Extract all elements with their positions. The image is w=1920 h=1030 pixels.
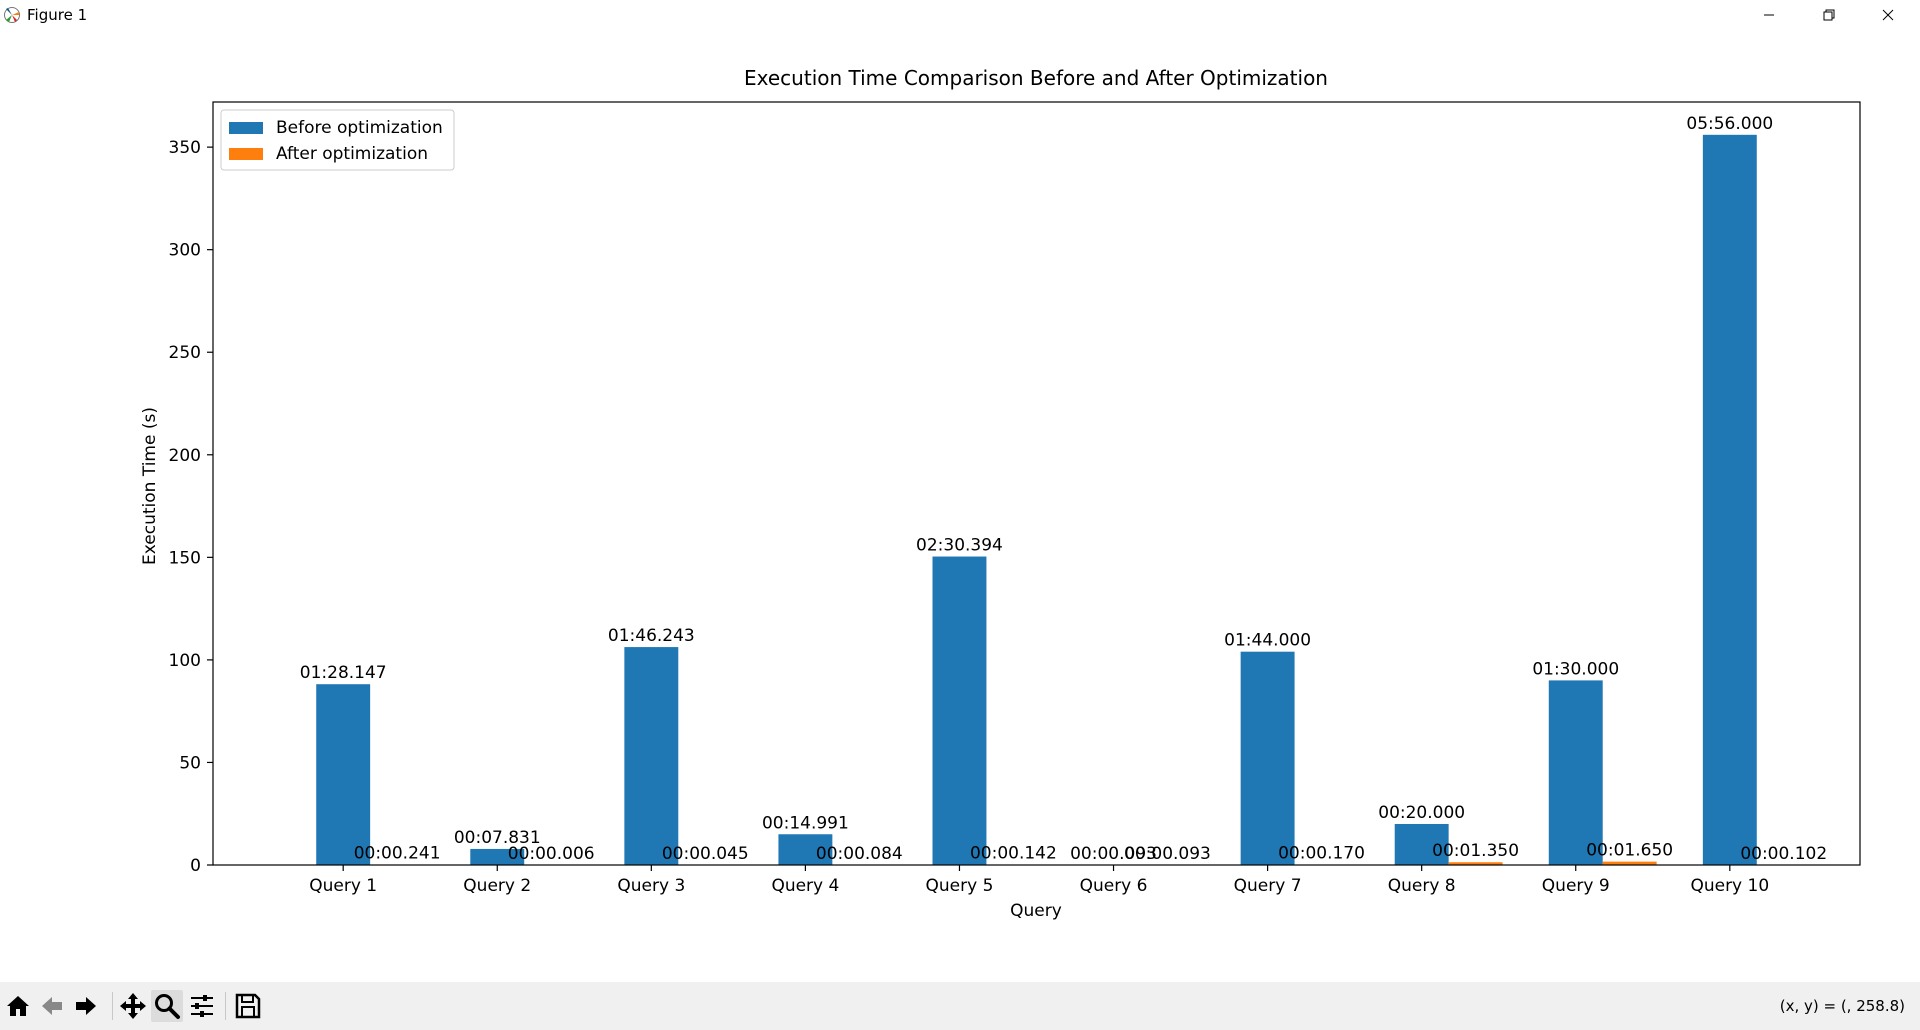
bar-value-label: 00:07.831	[454, 828, 541, 848]
x-tick-label: Query 2	[463, 876, 531, 896]
x-tick-label: Query 1	[309, 876, 377, 896]
home-button[interactable]	[2, 990, 34, 1022]
bar-after	[1602, 861, 1657, 865]
back-icon	[42, 997, 62, 1015]
bar-before	[624, 647, 679, 865]
bar-value-label: 00:00.170	[1278, 844, 1365, 864]
y-tick-label: 0	[190, 856, 201, 876]
back-button[interactable]	[36, 990, 68, 1022]
bar-value-label: 01:28.147	[300, 663, 387, 683]
y-tick-label: 350	[169, 138, 201, 158]
bar-value-label: 02:30.394	[916, 536, 1003, 556]
cursor-coordinates: (x, y) = (, 258.8)	[1779, 997, 1905, 1015]
forward-button[interactable]	[70, 990, 102, 1022]
x-tick-label: Query 10	[1690, 876, 1769, 896]
bar-chart: Execution Time Comparison Before and Aft…	[140, 66, 1861, 921]
matplotlib-logo-icon	[4, 7, 20, 23]
bar-before	[316, 684, 371, 865]
figure-canvas[interactable]: Execution Time Comparison Before and Aft…	[0, 30, 1920, 982]
legend: Before optimization After optimization	[220, 109, 455, 171]
title-bar: Figure 1	[0, 0, 1920, 30]
toolbar-separator	[225, 992, 226, 1020]
bar-value-label: 00:00.093	[1070, 844, 1157, 864]
bar-value-label: 01:30.000	[1532, 659, 1619, 679]
bar-value-label: 00:00.241	[354, 844, 441, 864]
x-tick-label: Query 5	[926, 876, 994, 896]
legend-entry: After optimization	[276, 144, 428, 164]
x-tick-label: Query 9	[1542, 876, 1610, 896]
x-tick-label: Query 6	[1080, 876, 1148, 896]
y-axis-label: Execution Time (s)	[140, 407, 160, 565]
minimize-button[interactable]	[1741, 0, 1797, 30]
bar-value-label: 01:44.000	[1224, 631, 1311, 651]
bar-value-label: 00:00.102	[1740, 844, 1827, 864]
plot-frame	[212, 101, 1861, 866]
y-tick-label: 300	[169, 241, 201, 261]
bar-before	[1394, 823, 1449, 865]
zoom-icon	[155, 994, 180, 1019]
restore-button[interactable]	[1801, 0, 1857, 30]
bar-before	[470, 848, 525, 865]
bar-value-label: 00:00.084	[816, 844, 903, 864]
y-tick-label: 150	[169, 548, 201, 568]
bar-before	[1240, 651, 1295, 865]
bar-before	[1548, 680, 1603, 865]
x-tick-label: Query 4	[771, 876, 839, 896]
bar-before	[778, 834, 833, 865]
bar-value-label: 00:00.045	[662, 844, 749, 864]
navigation-toolbar: (x, y) = (, 258.8)	[0, 982, 1920, 1030]
bar-value-label: 00:20.000	[1378, 803, 1465, 823]
x-tick-label: Query 8	[1388, 876, 1456, 896]
save-icon	[235, 993, 261, 1019]
toolbar-separator	[112, 992, 113, 1020]
configure-subplots-button[interactable]	[186, 990, 218, 1022]
restore-icon	[1823, 9, 1835, 21]
close-icon	[1882, 9, 1894, 21]
save-button[interactable]	[232, 990, 264, 1022]
bar-value-label: 00:14.991	[762, 813, 849, 833]
x-tick-label: Query 3	[617, 876, 685, 896]
window-title: Figure 1	[27, 6, 88, 24]
chart-title: Execution Time Comparison Before and Aft…	[744, 66, 1328, 90]
bar-value-label: 05:56.000	[1686, 114, 1773, 134]
minimize-icon	[1764, 14, 1774, 16]
bar-value-label: 00:00.006	[508, 844, 595, 864]
bar-value-label: 00:01.350	[1432, 841, 1519, 861]
zoom-button[interactable]	[151, 990, 183, 1022]
bar-value-label: 00:00.142	[970, 844, 1057, 864]
y-tick-label: 200	[169, 446, 201, 466]
bar-value-label: 00:00.093	[1124, 844, 1211, 864]
x-tick-label: Query 7	[1234, 876, 1302, 896]
legend-swatch	[229, 122, 263, 134]
bar-before	[1702, 134, 1757, 865]
configure-icon	[191, 995, 213, 1017]
x-axis-label: Query	[1010, 901, 1062, 921]
y-tick-label: 50	[179, 753, 201, 773]
legend-swatch	[229, 148, 263, 160]
close-button[interactable]	[1860, 0, 1916, 30]
legend-frame	[220, 109, 455, 171]
bar-after	[1448, 862, 1503, 865]
y-tick-label: 100	[169, 651, 201, 671]
y-tick-label: 250	[169, 343, 201, 363]
legend-entry: Before optimization	[276, 118, 443, 138]
bar-value-label: 00:01.650	[1586, 841, 1673, 861]
pan-button[interactable]	[117, 990, 149, 1022]
home-icon	[7, 996, 29, 1016]
forward-icon	[76, 997, 96, 1015]
pan-icon	[120, 993, 146, 1019]
bar-value-label: 01:46.243	[608, 626, 695, 646]
bar-before	[932, 556, 987, 865]
